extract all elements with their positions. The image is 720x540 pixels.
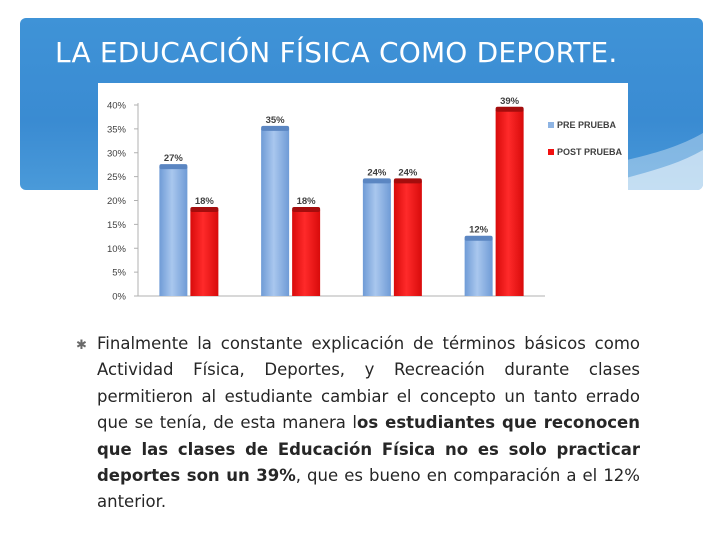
data-label-post-4: 39% (500, 96, 520, 107)
bullet-icon: ✱ (76, 338, 87, 353)
bar-cap-pre-4 (464, 235, 493, 241)
bar-post-1 (190, 210, 219, 296)
data-label-pre-2: 35% (266, 115, 286, 126)
y-tick-label: 25% (107, 172, 127, 183)
data-label-post-3: 24% (398, 167, 418, 178)
data-label-pre-1: 27% (164, 153, 184, 164)
bar-pre-1 (159, 167, 188, 296)
bar-post-2 (292, 210, 321, 296)
legend-swatch-post (548, 149, 554, 155)
data-label-pre-3: 24% (367, 167, 387, 178)
y-tick-label: 15% (107, 220, 127, 231)
bar-cap-post-1 (190, 207, 219, 213)
data-label-pre-4: 12% (469, 225, 489, 236)
y-tick-label: 20% (107, 196, 127, 207)
y-tick-label: 30% (107, 148, 127, 159)
y-tick-label: 0% (112, 292, 126, 303)
y-tick-label: 40% (107, 101, 127, 112)
paragraph-text-1: Finalmente la constante explicación de t… (97, 334, 640, 433)
data-label-post-2: 18% (297, 196, 317, 207)
bar-pre-4 (464, 238, 493, 296)
bar-chart: 0%5%10%15%20%25%30%35%40%27%18%Es Igual3… (107, 96, 623, 303)
paragraph-text-2: , que es bueno en comparación a el 12% a… (97, 466, 640, 512)
bar-post-4 (495, 109, 524, 297)
y-tick-label: 5% (112, 268, 126, 279)
y-tick-label: 10% (107, 244, 127, 255)
y-tick-label: 35% (107, 124, 127, 135)
chart-container: 0%5%10%15%20%25%30%35%40%27%18%Es Igual3… (98, 83, 628, 305)
paragraph-bold-text: os estudiantes que reconocen que las cla… (97, 413, 640, 486)
bar-cap-post-2 (292, 207, 321, 213)
body-paragraph: Finalmente la constante explicación de t… (97, 331, 640, 516)
bar-cap-post-3 (393, 178, 422, 184)
data-label-post-1: 18% (195, 196, 215, 207)
legend-label-post: POST PRUEBA (557, 147, 623, 157)
bar-cap-post-4 (495, 106, 524, 112)
bar-pre-3 (362, 181, 391, 296)
bar-pre-2 (261, 128, 290, 296)
slide-title: LA EDUCACIÓN FÍSICA COMO DEPORTE. (55, 36, 618, 69)
legend-swatch-pre (548, 122, 554, 128)
bar-post-3 (393, 181, 422, 296)
bar-cap-pre-2 (261, 125, 290, 131)
bar-cap-pre-1 (159, 164, 188, 170)
bar-cap-pre-3 (362, 178, 391, 184)
legend-label-pre: PRE PRUEBA (557, 120, 617, 130)
